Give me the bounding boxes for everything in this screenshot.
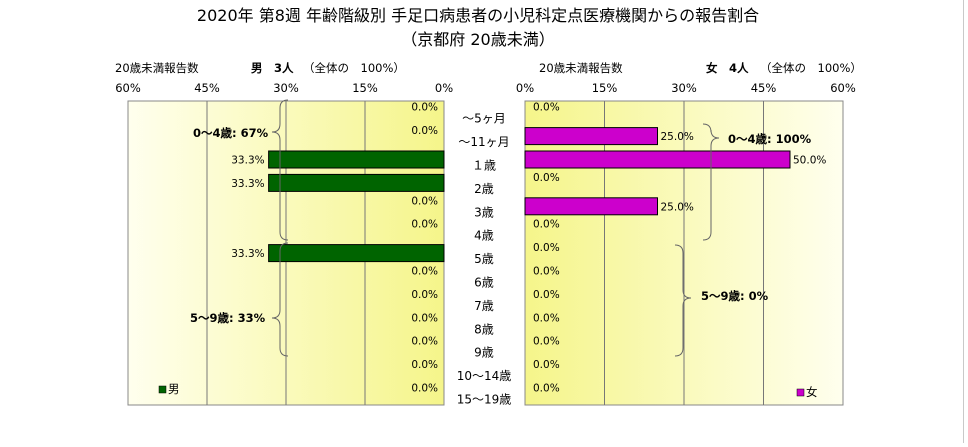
male-annotation-5-9: 5～9歳: 33% bbox=[190, 311, 266, 325]
category-labels: ～5ヶ月 ～11ヶ月 １歳 2歳 3歳 4歳 5歳 6歳 7歳 8歳 9歳 10～14歳 15～19歳 bbox=[457, 112, 512, 407]
male-value-label: 0.0% bbox=[411, 359, 438, 371]
female-value-label: 0.0% bbox=[533, 219, 560, 231]
male-tick-label: 45% bbox=[194, 81, 220, 95]
male-bar bbox=[268, 244, 445, 263]
male-value-label: 33.3% bbox=[231, 155, 264, 167]
female-legend-swatch bbox=[796, 388, 805, 397]
male-tick-label: 60% bbox=[115, 81, 141, 95]
female-annotation-5-9: 5～9歳: 0% bbox=[701, 289, 769, 303]
female-value-label: 0.0% bbox=[533, 383, 560, 395]
male-bar bbox=[268, 150, 445, 169]
male-tick-label: 15% bbox=[352, 81, 378, 95]
value-labels: 0.0% 0.0% 33.3% 33.3% 0.0% 0.0% 33.3% 0.0% 0.0% 0… bbox=[231, 102, 826, 395]
female-bar bbox=[524, 197, 658, 216]
female-header-count: 女 4人 bbox=[706, 61, 749, 75]
chart-subtitle: （京都府 20歳未満） bbox=[401, 30, 554, 49]
female-header-note: （全体の 100%） bbox=[760, 61, 862, 75]
male-bracket-5-9 bbox=[271, 242, 289, 357]
male-value-label: 0.0% bbox=[411, 383, 438, 395]
female-bracket-5-9 bbox=[674, 244, 692, 357]
male-value-label: 0.0% bbox=[411, 195, 438, 207]
chart-title: 2020年 第8週 年齢階級別 手足口病患者の小児科定点医療機関からの報告割合 bbox=[197, 6, 759, 25]
category-label: 3歳 bbox=[474, 205, 494, 219]
male-value-label: 33.3% bbox=[231, 178, 264, 190]
female-tick-label: 60% bbox=[830, 81, 856, 95]
window-edge bbox=[963, 0, 964, 443]
female-tick-label: 0% bbox=[516, 81, 534, 95]
female-value-label: 0.0% bbox=[533, 266, 560, 278]
male-value-label: 0.0% bbox=[411, 219, 438, 231]
female-value-label: 0.0% bbox=[533, 289, 560, 301]
female-value-label: 0.0% bbox=[533, 312, 560, 324]
female-bar bbox=[524, 127, 658, 146]
category-label: 8歳 bbox=[474, 322, 494, 336]
category-label: 6歳 bbox=[474, 276, 494, 290]
female-value-label: 0.0% bbox=[533, 172, 560, 184]
male-value-label: 33.3% bbox=[231, 248, 264, 260]
male-legend-label: 男 bbox=[168, 382, 180, 396]
female-value-label: 25.0% bbox=[661, 131, 694, 143]
male-value-label: 0.0% bbox=[411, 125, 438, 137]
female-value-label: 0.0% bbox=[533, 359, 560, 371]
male-header-note: （全体の 100%） bbox=[303, 61, 405, 75]
male-value-label: 0.0% bbox=[411, 102, 438, 114]
female-annotation-0-4: 0～4歳: 100% bbox=[728, 132, 812, 146]
female-value-label: 25.0% bbox=[661, 201, 694, 213]
female-value-label: 50.0% bbox=[793, 155, 826, 167]
female-bar bbox=[524, 150, 791, 169]
female-value-label: 0.0% bbox=[533, 102, 560, 114]
male-value-label: 0.0% bbox=[411, 336, 438, 348]
female-tick-label: 15% bbox=[592, 81, 618, 95]
male-value-label: 0.0% bbox=[411, 289, 438, 301]
male-annotation-0-4: 0～4歳: 67% bbox=[193, 126, 269, 140]
male-header-label: 20歳未満報告数 bbox=[115, 61, 199, 75]
category-label: ～5ヶ月 bbox=[462, 112, 506, 126]
male-header-count: 男 3人 bbox=[251, 61, 294, 75]
female-bracket-0-4 bbox=[702, 123, 720, 241]
category-label: ～11ヶ月 bbox=[458, 135, 509, 149]
female-value-label: 0.0% bbox=[533, 336, 560, 348]
male-value-label: 0.0% bbox=[411, 266, 438, 278]
female-legend-label: 女 bbox=[806, 385, 818, 399]
female-tick-label: 45% bbox=[751, 81, 777, 95]
axis-tick-labels: 60% 45% 30% 15% 0% 0% 15% 30% 45% 60% bbox=[115, 81, 856, 95]
category-label: 10～14歳 bbox=[457, 369, 512, 383]
female-tick-label: 30% bbox=[671, 81, 697, 95]
male-bracket-0-4 bbox=[271, 99, 289, 241]
female-header-label: 20歳未満報告数 bbox=[539, 61, 623, 75]
male-tick-label: 0% bbox=[435, 81, 453, 95]
male-legend-swatch bbox=[158, 385, 167, 394]
category-label: 4歳 bbox=[474, 229, 494, 243]
category-label: 5歳 bbox=[474, 252, 494, 266]
bars bbox=[268, 127, 791, 263]
male-bar bbox=[268, 173, 445, 192]
female-value-label: 0.0% bbox=[533, 242, 560, 254]
category-label: 7歳 bbox=[474, 299, 494, 313]
category-label: 9歳 bbox=[474, 346, 494, 360]
category-label: １歳 bbox=[472, 159, 496, 173]
male-value-label: 0.0% bbox=[411, 312, 438, 324]
male-tick-label: 30% bbox=[273, 81, 299, 95]
category-label: 2歳 bbox=[474, 182, 494, 196]
category-label: 15～19歳 bbox=[457, 393, 512, 407]
